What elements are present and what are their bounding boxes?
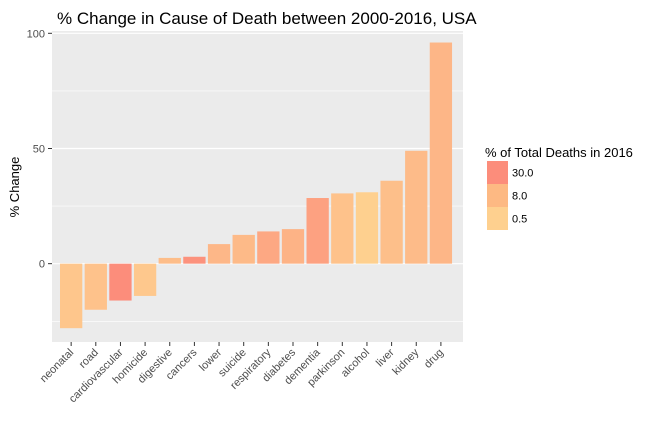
legend: % of Total Deaths in 2016 30.0 8.0 0.5 xyxy=(485,145,633,230)
bar-parkinson xyxy=(331,193,354,264)
bar-alcohol xyxy=(355,192,379,264)
bar-cardiovascular xyxy=(109,263,132,301)
legend-key xyxy=(487,161,508,184)
y-tick-label: 100 xyxy=(27,28,45,40)
bar-drug xyxy=(429,42,453,264)
bar-digestive xyxy=(158,257,181,264)
bar-lower xyxy=(207,244,231,264)
bar-kidney xyxy=(405,150,428,264)
bar-liver xyxy=(380,180,403,264)
x-tick-label: kidney xyxy=(390,346,421,377)
y-axis-title: % Change xyxy=(7,157,22,218)
bar-dementia xyxy=(306,198,329,264)
y-tick-label: 50 xyxy=(33,143,45,155)
bar-road xyxy=(84,263,107,310)
x-axis-ticks: neonatal roadcardiovascularhomicidedigest… xyxy=(38,342,446,405)
bar-suicide xyxy=(232,234,255,264)
y-axis-ticks: 0 50 100 xyxy=(27,28,52,271)
bar-homicide xyxy=(133,263,157,296)
legend-key xyxy=(487,207,508,230)
legend-key xyxy=(487,184,508,207)
y-tick-label: 0 xyxy=(39,259,45,271)
bar-neonatal xyxy=(60,263,83,329)
bar-diabetes xyxy=(281,229,305,264)
bars xyxy=(60,42,453,329)
x-tick-label: drug xyxy=(422,347,446,371)
chart-title: % Change in Cause of Death between 2000-… xyxy=(57,9,477,28)
bar-respiratory xyxy=(257,231,280,264)
legend-label: 8.0 xyxy=(512,191,527,203)
legend-label: 0.5 xyxy=(512,214,527,226)
x-tick-label: neonatal xyxy=(38,347,76,385)
legend-label: 30.0 xyxy=(512,168,533,180)
legend-title: % of Total Deaths in 2016 xyxy=(485,145,633,160)
bar-cancers xyxy=(183,256,206,264)
